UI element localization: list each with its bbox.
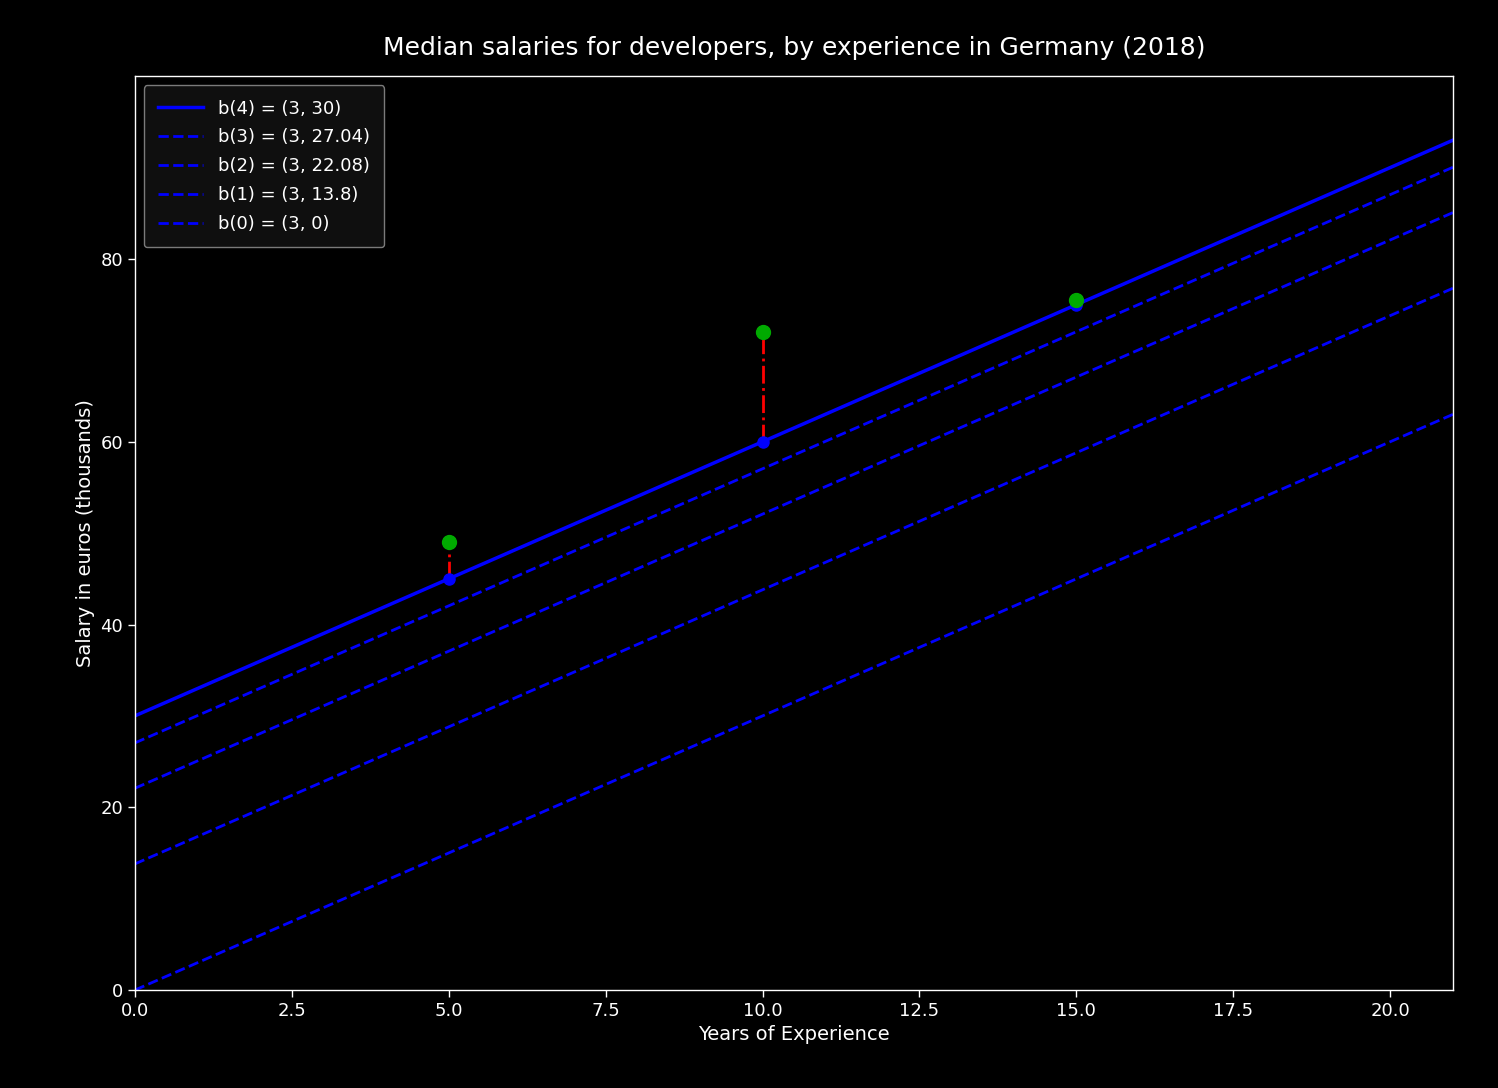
b(2) = (3, 22.08): [933, 430, 951, 443]
b(4) = (3, 30): [911, 367, 929, 380]
b(3) = (3, 27.04): [1444, 161, 1462, 174]
b(3) = (3, 27.04): [906, 396, 924, 409]
b(0) = (3, 0): [911, 641, 929, 654]
Line: b(3) = (3, 27.04): b(3) = (3, 27.04): [135, 168, 1453, 743]
b(3) = (3, 27.04): [1321, 214, 1339, 227]
b(0) = (3, 0): [933, 631, 951, 644]
b(2) = (3, 22.08): [911, 438, 929, 452]
b(4) = (3, 30): [1321, 187, 1339, 200]
b(4) = (3, 30): [906, 369, 924, 382]
b(4) = (3, 30): [126, 709, 144, 722]
b(2) = (3, 22.08): [130, 780, 148, 793]
Legend: b(4) = (3, 30), b(3) = (3, 27.04), b(2) = (3, 22.08), b(1) = (3, 13.8), b(0) = (: b(4) = (3, 30), b(3) = (3, 27.04), b(2) …: [144, 85, 385, 247]
Line: b(0) = (3, 0): b(0) = (3, 0): [135, 415, 1453, 990]
b(4) = (3, 30): [1237, 224, 1255, 237]
Line: b(1) = (3, 13.8): b(1) = (3, 13.8): [135, 288, 1453, 864]
b(1) = (3, 13.8): [906, 517, 924, 530]
b(0) = (3, 0): [1444, 408, 1462, 421]
b(3) = (3, 27.04): [126, 737, 144, 750]
b(0) = (3, 0): [906, 643, 924, 656]
b(2) = (3, 22.08): [1321, 260, 1339, 273]
b(2) = (3, 22.08): [126, 782, 144, 795]
b(0) = (3, 0): [130, 981, 148, 994]
Line: b(2) = (3, 22.08): b(2) = (3, 22.08): [135, 212, 1453, 789]
b(1) = (3, 13.8): [911, 515, 929, 528]
b(4) = (3, 30): [130, 707, 148, 720]
b(3) = (3, 27.04): [911, 394, 929, 407]
Y-axis label: Salary in euros (thousands): Salary in euros (thousands): [76, 399, 94, 667]
b(3) = (3, 27.04): [1237, 251, 1255, 264]
b(1) = (3, 13.8): [1237, 372, 1255, 385]
b(4) = (3, 30): [933, 357, 951, 370]
b(1) = (3, 13.8): [126, 857, 144, 870]
b(4) = (3, 30): [1444, 134, 1462, 147]
b(3) = (3, 27.04): [933, 384, 951, 397]
b(3) = (3, 27.04): [130, 734, 148, 747]
b(0) = (3, 0): [126, 984, 144, 997]
b(1) = (3, 13.8): [130, 855, 148, 868]
b(1) = (3, 13.8): [933, 505, 951, 518]
b(1) = (3, 13.8): [1444, 282, 1462, 295]
b(2) = (3, 22.08): [906, 441, 924, 454]
X-axis label: Years of Experience: Years of Experience: [698, 1026, 890, 1044]
b(2) = (3, 22.08): [1444, 206, 1462, 219]
b(0) = (3, 0): [1237, 498, 1255, 511]
b(0) = (3, 0): [1321, 461, 1339, 474]
b(2) = (3, 22.08): [1237, 297, 1255, 310]
b(1) = (3, 13.8): [1321, 335, 1339, 348]
Title: Median salaries for developers, by experience in Germany (2018): Median salaries for developers, by exper…: [382, 36, 1206, 60]
Line: b(4) = (3, 30): b(4) = (3, 30): [135, 140, 1453, 716]
